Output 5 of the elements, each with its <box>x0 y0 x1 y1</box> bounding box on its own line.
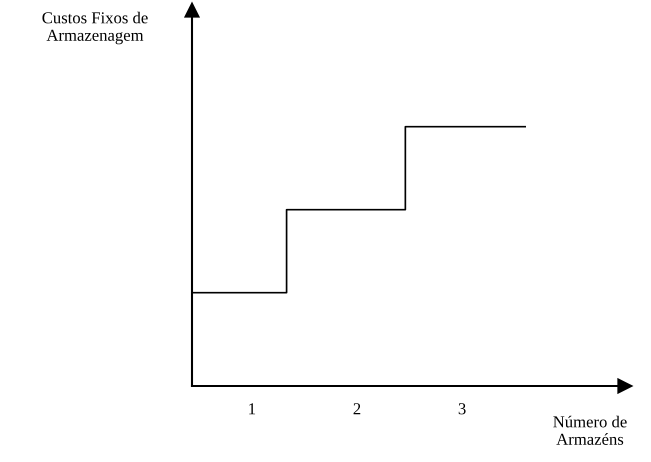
text: Custos Fixos de Armazenagem <box>42 12 148 44</box>
x-axis-title: Número de Armazéns <box>553 416 627 445</box>
x-tick-label: 3 <box>458 403 466 414</box>
x-tick-label: 1 <box>249 403 256 414</box>
x-tick-label: 2 <box>354 403 360 414</box>
